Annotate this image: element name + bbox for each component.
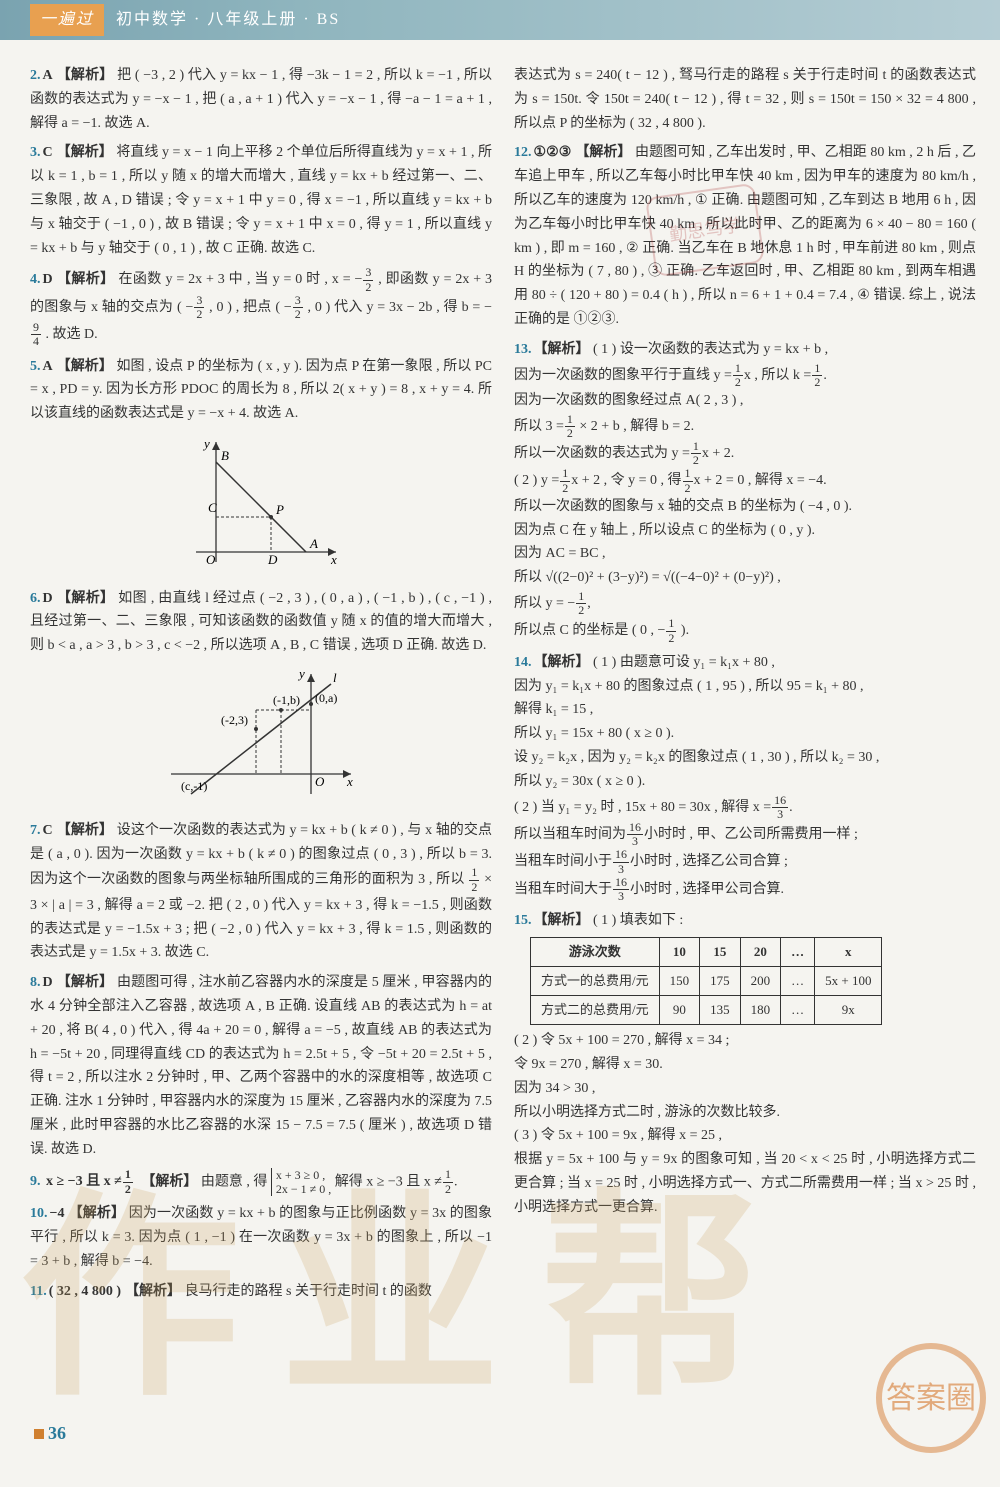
q11: 11.( 32 , 4 800 )【解析】 良马行走的路程 s 关于行走时间 t… [30, 1280, 492, 1304]
page-number: 36 [34, 1418, 66, 1449]
svg-text:O: O [315, 774, 325, 789]
svg-text:A: A [309, 536, 318, 551]
q15-table: 游泳次数 10 15 20 … x 方式一的总费用/元 150 175 200 … [530, 937, 882, 1025]
q5-diagram: P C B A O D x y [30, 432, 492, 581]
svg-text:l: l [333, 670, 337, 685]
q8: 8.D【解析】 由题图可得 , 注水前乙容器内水的深度是 5 厘米 , 甲容器内… [30, 971, 492, 1161]
q6: 6.D【解析】 如图 , 由直线 l 经过点 ( −2 , 3 ) , ( 0 … [30, 587, 492, 658]
svg-text:(0,a): (0,a) [315, 691, 337, 705]
q14: 14.【解析】 ( 1 ) 由题意可设 y₁ = k₁x + 80 , 因为 y… [514, 651, 976, 903]
q10: 10.−4【解析】 因为一次函数 y = kx + b 的图象与正比例函数 y … [30, 1202, 492, 1273]
logo: 一遍过 [30, 4, 104, 35]
q11-cont: 表达式为 s = 240( t − 12 ) , 驽马行走的路程 s 关于行走时… [514, 64, 976, 135]
svg-text:O: O [206, 552, 216, 567]
svg-text:x: x [346, 774, 353, 789]
svg-text:P: P [275, 502, 284, 517]
svg-text:(-2,3): (-2,3) [221, 713, 248, 727]
q13: 13.【解析】 ( 1 ) 设一次函数的表达式为 y = kx + b , 因为… [514, 338, 976, 645]
header-title: 初中数学 · 八年级上册 · BS [116, 6, 340, 33]
seal-stamp: 勤思笃学 [645, 183, 765, 278]
q2: 2.A【解析】 把 ( −3 , 2 ) 代入 y = kx − 1 , 得 −… [30, 64, 492, 135]
q5: 5.A【解析】 如图 , 设点 P 的坐标为 ( x , y ). 因为点 P … [30, 355, 492, 426]
q6-diagram: (-2,3) (-1,b) (0,a) (c,-1) l O x y [30, 664, 492, 813]
q7: 7.C【解析】 设这个一次函数的表达式为 y = kx + b ( k ≠ 0 … [30, 819, 492, 965]
svg-text:D: D [267, 552, 278, 567]
page-header: 一遍过 初中数学 · 八年级上册 · BS [0, 0, 1000, 40]
svg-text:y: y [202, 436, 210, 451]
svg-text:B: B [221, 448, 229, 463]
svg-text:y: y [297, 666, 305, 681]
q4: 4.D【解析】 在函数 y = 2x + 3 中 , 当 y = 0 时 , x… [30, 266, 492, 348]
left-column: 2.A【解析】 把 ( −3 , 2 ) 代入 y = kx − 1 , 得 −… [30, 64, 492, 1310]
q3: 3.C【解析】 将直线 y = x − 1 向上平移 2 个单位后所得直线为 y… [30, 141, 492, 260]
q15: 15.【解析】 ( 1 ) 填表如下 : 游泳次数 10 15 20 … x 方… [514, 909, 976, 1219]
corner-stamp: 答案圈 [876, 1343, 986, 1453]
page-body: 2.A【解析】 把 ( −3 , 2 ) 代入 y = kx − 1 , 得 −… [0, 40, 1000, 1320]
svg-text:C: C [208, 500, 217, 515]
q9: 9. x ≥ −3 且 x ≠12 【解析】 由题意 , 得 x + 3 ≥ 0… [30, 1168, 492, 1197]
svg-text:(-1,b): (-1,b) [273, 693, 300, 707]
svg-text:x: x [330, 552, 337, 567]
svg-text:(c,-1): (c,-1) [181, 779, 207, 793]
